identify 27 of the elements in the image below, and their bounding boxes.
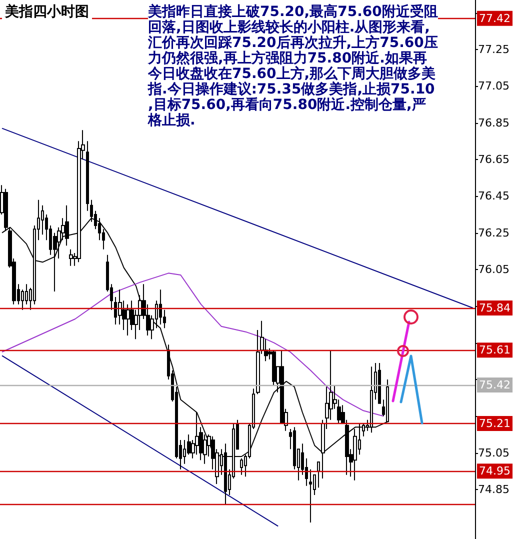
candlestick [362, 423, 365, 437]
candlestick [69, 248, 73, 266]
candlestick [126, 304, 130, 336]
line-series [2, 272, 384, 417]
ref-line-label: 75.21 [479, 417, 510, 430]
y-tick-label: 76.05 [478, 263, 510, 276]
ref-line-label: 77.42 [479, 12, 510, 25]
ref-line-label: 75.42 [479, 378, 510, 392]
y-tick-label: 77.05 [478, 80, 510, 93]
candlestick [378, 362, 381, 404]
y-tick-label: 77.25 [478, 43, 510, 56]
candlestick [317, 462, 320, 488]
ref-line-label: 74.95 [479, 464, 510, 478]
y-tick-label: 76.85 [478, 116, 510, 130]
candlestick [159, 289, 162, 325]
ref-line-label: 75.61 [479, 344, 510, 357]
ref-line-label: 75.84 [479, 302, 510, 314]
candlestick [309, 468, 312, 523]
chart-title: 美指四小时图 [4, 3, 89, 20]
candlestick [370, 366, 373, 434]
annotation: 美指昨日直接上破75.20,最高75.60附近受阻回落,日图收上影线较长的小阳柱.从图形来看,汇价再次回踩75.20后再次拉升,上方75.60压力仍然很强,再上方强阻力75.80附近.如果再今日收盘收在75.60上方,那么下周大胆做多美指.今日操作建议:75.35做多美指,止损75.10,目标75.60,再看向75.80附近.控制仓量,严格止损. [147, 2, 438, 128]
y-tick-label: 76.45 [478, 190, 510, 203]
candlestick [86, 140, 89, 212]
y-tick-label: 74.85 [478, 483, 510, 496]
y-tick-label: 75.05 [478, 446, 510, 460]
y-tick-label: 76.25 [478, 226, 510, 240]
y-tick-label: 76.65 [478, 153, 510, 166]
